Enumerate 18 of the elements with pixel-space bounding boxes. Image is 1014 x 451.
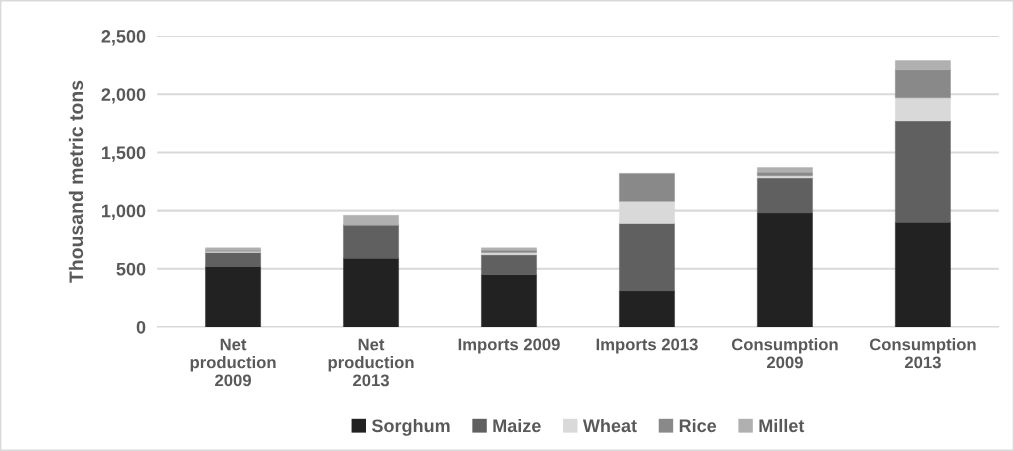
x-tick-label: Imports 2009 <box>458 338 560 354</box>
y-tick-label: 500 <box>116 262 146 276</box>
legend-label: Maize <box>493 418 541 433</box>
y-tick-label: 2,000 <box>101 88 146 104</box>
x-tick-label: Consumption 2013 <box>869 338 976 369</box>
y-tick-label: 2,500 <box>101 30 146 46</box>
x-tick-label: Consumption 2009 <box>731 338 838 369</box>
y-tick-label: 1,500 <box>102 146 146 162</box>
legend-label: Millet <box>759 418 805 433</box>
x-tick-label: Net production 2009 <box>190 338 276 387</box>
y-tick-label: 1,000 <box>102 204 146 220</box>
legend-label: Wheat <box>582 418 637 433</box>
y-tick-label: 0 <box>136 320 146 334</box>
legend-label: Sorghum <box>371 418 450 436</box>
x-tick-label: Net production 2013 <box>328 338 414 387</box>
y-axis-title: Thousand metric tons <box>68 80 84 283</box>
legend-label: Rice <box>679 418 717 433</box>
x-tick-label: Imports 2013 <box>596 338 698 354</box>
